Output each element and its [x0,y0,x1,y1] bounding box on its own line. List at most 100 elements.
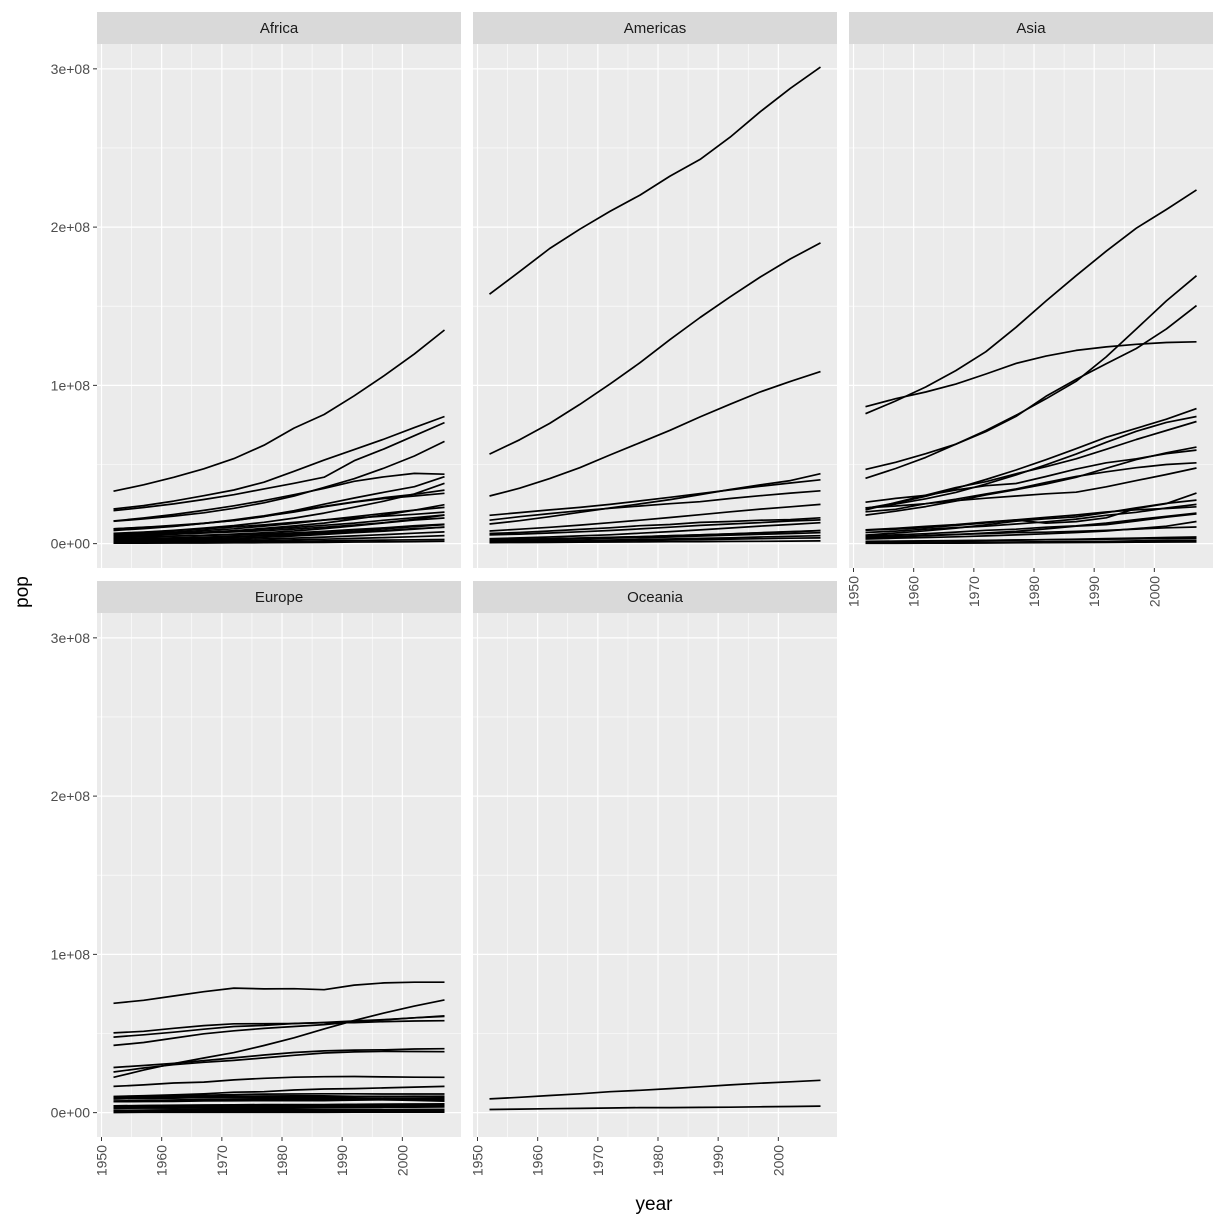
y-tick-label: 3e+08 [51,630,91,646]
series-line-americas-10 [489,521,821,540]
series-line-asia-14 [865,503,1197,534]
series-line-europe-8 [113,1075,445,1088]
x-tick-label: 1990 [1086,576,1102,607]
series-group-americas [488,66,821,544]
series-line-europe-1 [113,981,445,1005]
x-tick-label: 2000 [1146,576,1162,607]
x-tick-label: 2000 [394,1145,410,1176]
facet-strip-americas [473,12,837,44]
series-line-asia-23 [865,541,1197,545]
series-line-americas-8 [489,516,821,535]
facet-africa: Africa 0e+00 1e+08 2e+08 3e+08 [51,12,461,568]
series-line-asia-11 [865,467,1197,509]
series-line-africa-2 [113,415,445,510]
series-line-africa-1 [113,329,446,493]
series-line-americas-16 [489,540,821,544]
series-line-americas-2 [489,242,821,455]
series-line-africa-3 [113,421,445,512]
series-line-americas-5 [489,489,821,522]
series-line-asia-15 [865,505,1197,531]
y-axis-title: pop [12,576,33,608]
facet-strip-oceania [473,581,837,613]
x-tick-label: 2000 [770,1145,786,1176]
series-line-asia-19 [865,526,1197,538]
series-line-asia-4 [865,340,1197,408]
x-tick-label: 1980 [650,1145,666,1176]
series-line-africa-16 [113,523,445,538]
facets-layer: Africa 0e+00 1e+08 2e+08 3e+08 Americas Asia 19… [51,12,1213,1176]
series-line-americas-6 [489,472,821,525]
series-line-africa-10 [113,506,445,536]
facet-strip-asia [849,12,1213,44]
x-axis-title: year [636,1194,674,1215]
facet-label-oceania: Oceania [627,589,684,606]
series-line-africa-9 [113,492,445,530]
series-line-asia-8 [865,407,1197,510]
series-line-europe-18 [113,1095,445,1103]
series-line-europe-6 [113,1047,445,1069]
facet-label-europe: Europe [255,589,303,606]
series-line-europe-20 [113,1103,445,1107]
facet-label-africa: Africa [260,20,299,37]
series-line-africa-4 [113,440,445,523]
series-line-africa-23 [113,540,445,545]
series-line-africa-19 [113,526,445,542]
facet-europe: Europe 0e+00 1e+08 2e+08 3e+08 1950 1960 1970 19… [51,581,461,1176]
x-tick-label: 1970 [966,576,982,607]
x-tick-label: 1980 [274,1145,290,1176]
y-tick-label: 0e+00 [51,1105,91,1121]
x-tick-label: 1960 [530,1145,546,1176]
x-tick-label: 1950 [94,1145,110,1176]
series-line-africa-14 [113,514,445,537]
series-line-europe-7 [113,1050,445,1073]
y-tick-label: 1e+08 [51,377,91,393]
series-line-americas-7 [489,503,821,532]
series-line-europe-5 [113,1015,445,1034]
x-tick-label: 1990 [710,1145,726,1176]
x-tick-label: 1960 [154,1145,170,1176]
series-line-oceania-2 [489,1105,821,1111]
y-tick-label: 3e+08 [51,61,91,77]
x-tick-label: 1950 [846,576,862,607]
series-line-asia-13 [865,499,1197,536]
x-tick-label: 1980 [1026,576,1042,607]
series-line-asia-21 [865,536,1197,543]
facet-strip-europe [97,581,461,613]
facet-oceania: Oceania 1950 1960 1970 1980 1990 2000 [470,581,837,1176]
y-tick-label: 1e+08 [51,946,91,962]
series-line-americas-1 [488,66,821,295]
series-line-americas-3 [489,370,821,497]
series-line-oceania-1 [489,1079,821,1100]
series-line-americas-9 [489,519,821,536]
x-tick-label: 1970 [214,1145,230,1176]
x-tick-label: 1990 [334,1145,350,1176]
facet-asia: Asia 1950 1960 1970 1980 1990 2000 [846,12,1213,607]
facet-americas: Americas [473,12,837,568]
series-group-asia [865,189,1198,545]
series-line-asia-16 [865,512,1197,537]
facet-label-asia: Asia [1016,20,1046,37]
y-tick-label: 2e+08 [51,219,91,235]
series-line-africa-5 [113,472,445,522]
facet-strip-africa [97,12,461,44]
series-group-oceania [489,1079,821,1111]
x-tick-label: 1960 [906,576,922,607]
series-line-europe-25 [113,1105,445,1110]
y-tick-label: 0e+00 [51,536,91,552]
series-line-europe-10 [113,1092,445,1099]
series-group-europe [113,981,445,1114]
x-tick-label: 1950 [470,1145,486,1176]
series-line-asia-3 [865,275,1198,480]
series-line-americas-4 [489,478,821,517]
series-line-africa-12 [113,511,445,535]
x-tick-label: 1970 [590,1145,606,1176]
series-line-asia-1 [865,189,1197,415]
series-line-americas-13 [489,531,821,542]
series-line-africa-20 [113,531,445,543]
facet-label-americas: Americas [624,20,687,37]
series-group-africa [113,329,446,545]
y-tick-label: 2e+08 [51,788,91,804]
series-line-americas-15 [489,537,821,543]
series-line-asia-10 [865,446,1197,516]
